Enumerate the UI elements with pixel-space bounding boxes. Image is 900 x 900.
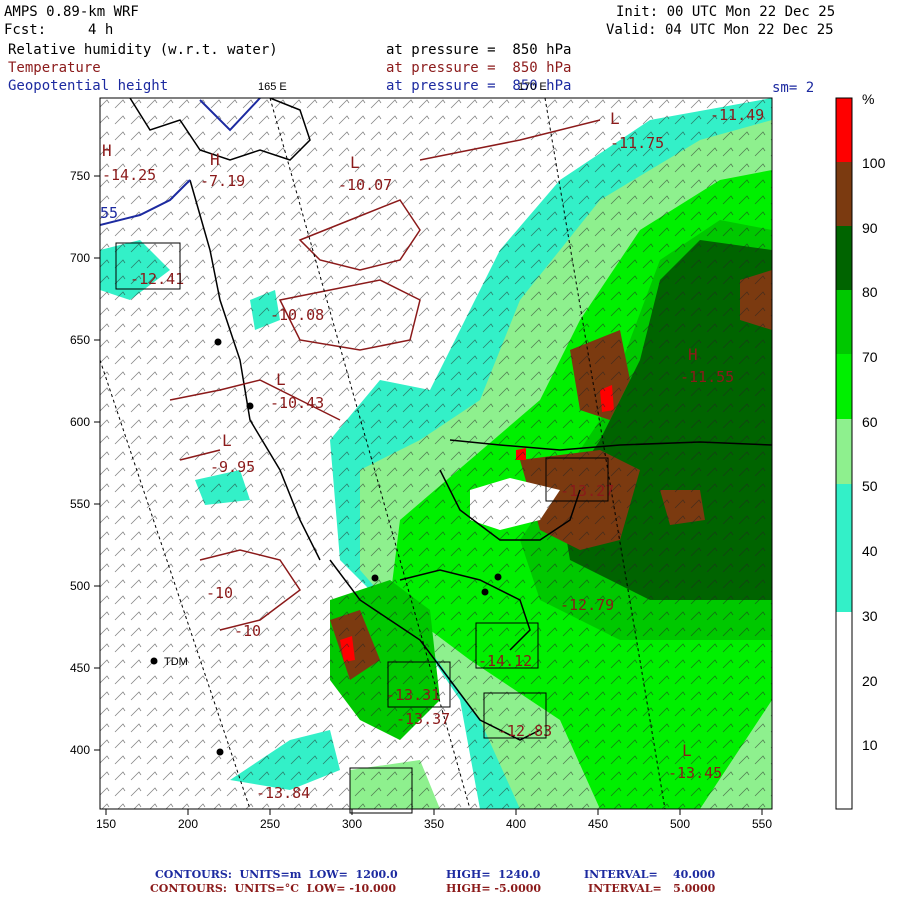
colorbar-label: 60 — [862, 414, 878, 430]
map-frame — [99, 97, 773, 810]
colorbar-label: 100 — [862, 155, 886, 171]
longitude-label: 165 E — [258, 81, 287, 93]
temp-label: -10.08 — [270, 306, 324, 324]
colorbar — [835, 97, 853, 810]
y-tick-label: 750 — [70, 169, 90, 183]
height-contour-interval: INTERVAL= 40.000 — [584, 868, 716, 881]
y-tick-label: 400 — [70, 743, 90, 757]
field-geopotential: Geopotential height — [8, 78, 169, 94]
colorbar-label: 80 — [862, 284, 878, 300]
x-tick-label: 550 — [752, 817, 772, 831]
colorbar-label: 70 — [862, 349, 878, 365]
forecast-hours: 4 h — [88, 22, 114, 38]
y-tick-label: 550 — [70, 497, 90, 511]
low-label: L — [222, 431, 232, 450]
height-label: 55 — [100, 204, 118, 222]
colorbar-label: 40 — [862, 543, 878, 559]
colorbar-label: 30 — [862, 608, 878, 624]
pressure-temperature: at pressure = 850 hPa — [386, 60, 572, 76]
temp-label: -12.79 — [560, 596, 614, 614]
x-tick-label: 350 — [424, 817, 444, 831]
high-label: H — [102, 141, 112, 160]
temp-label: -10.07 — [338, 176, 392, 194]
temp-label: -13.84 — [256, 784, 310, 802]
field-temperature: Temperature — [8, 60, 101, 76]
colorbar-label: 90 — [862, 220, 878, 236]
high-low-labels: L L H H L L H L — [102, 109, 698, 760]
temp-label: -7.19 — [200, 172, 245, 190]
colorbar-label: 50 — [862, 478, 878, 494]
x-tick-label: 500 — [670, 817, 690, 831]
temp-label: -9.95 — [210, 458, 255, 476]
temp-contour-high: HIGH= -5.0000 — [446, 882, 542, 895]
colorbar-unit: % — [862, 91, 874, 107]
temp-label: -13.27 — [560, 482, 614, 500]
high-label: H — [688, 345, 698, 364]
y-tick-label: 500 — [70, 579, 90, 593]
temp-label: -13.31 — [386, 686, 440, 704]
x-tick-label: 400 — [506, 817, 526, 831]
temp-label: -13.37 — [396, 710, 450, 728]
x-tick-label: 200 — [178, 817, 198, 831]
rh-field — [100, 98, 772, 809]
temp-label: -13.45 — [668, 764, 722, 782]
y-tick-label: 450 — [70, 661, 90, 675]
height-contour-info: CONTOURS: UNITS=m LOW= 1200.0 — [155, 868, 398, 881]
temp-label: -12.41 — [130, 270, 184, 288]
temp-label: -10 — [234, 622, 261, 640]
temp-contour-interval: INTERVAL= 5.0000 — [588, 882, 716, 895]
label-boxes — [115, 242, 609, 814]
temp-contour-info: CONTOURS: UNITS=°C LOW= -10.000 — [150, 882, 396, 895]
temperature-labels: -11.49 -11.75 -7.19 -10.07 -10.08 -10.43… — [102, 106, 764, 802]
coastlines — [100, 98, 772, 741]
y-tick-label: 700 — [70, 251, 90, 265]
low-label: L — [276, 370, 286, 389]
x-tick-label: 250 — [260, 817, 280, 831]
height-contour-high: HIGH= 1240.0 — [446, 868, 541, 881]
x-tick-label: 300 — [342, 817, 362, 831]
temp-label: -10 — [206, 584, 233, 602]
init-time: Init: 00 UTC Mon 22 Dec 25 — [616, 4, 836, 20]
colorbar-label: 10 — [862, 737, 878, 753]
forecast-label: Fcst: — [4, 22, 47, 38]
field-rh: Relative humidity (w.r.t. water) — [8, 42, 278, 58]
x-tick-label: 150 — [96, 817, 116, 831]
temp-label: -12.83 — [498, 722, 552, 740]
temp-label: -11.55 — [680, 368, 734, 386]
colorbar-label: 20 — [862, 673, 878, 689]
station-label: TDM — [164, 656, 188, 668]
model-title: AMPS 0.89-km WRF — [4, 4, 139, 20]
low-label: L — [610, 109, 620, 128]
temp-label: -14.12 — [478, 652, 532, 670]
temp-label: -11.75 — [610, 134, 664, 152]
pressure-geopotential: at pressure = 850 hPa — [386, 78, 572, 94]
low-label: L — [350, 153, 360, 172]
stations — [150, 338, 502, 756]
longitude-label: 170 E — [518, 81, 547, 93]
smoothing-label: sm= 2 — [772, 80, 815, 96]
low-label: L — [682, 741, 692, 760]
high-label: H — [210, 150, 220, 169]
temp-label: -10.43 — [270, 394, 324, 412]
temperature-contours — [169, 119, 601, 631]
pressure-rh: at pressure = 850 hPa — [386, 42, 572, 58]
meridians — [100, 98, 666, 809]
valid-time: Valid: 04 UTC Mon 22 Dec 25 — [606, 22, 834, 38]
axis-ticks — [94, 175, 763, 815]
x-tick-label: 450 — [588, 817, 608, 831]
y-tick-label: 650 — [70, 333, 90, 347]
temp-label: -14.25 — [102, 166, 156, 184]
temp-label: -11.49 — [710, 106, 764, 124]
y-tick-label: 600 — [70, 415, 90, 429]
